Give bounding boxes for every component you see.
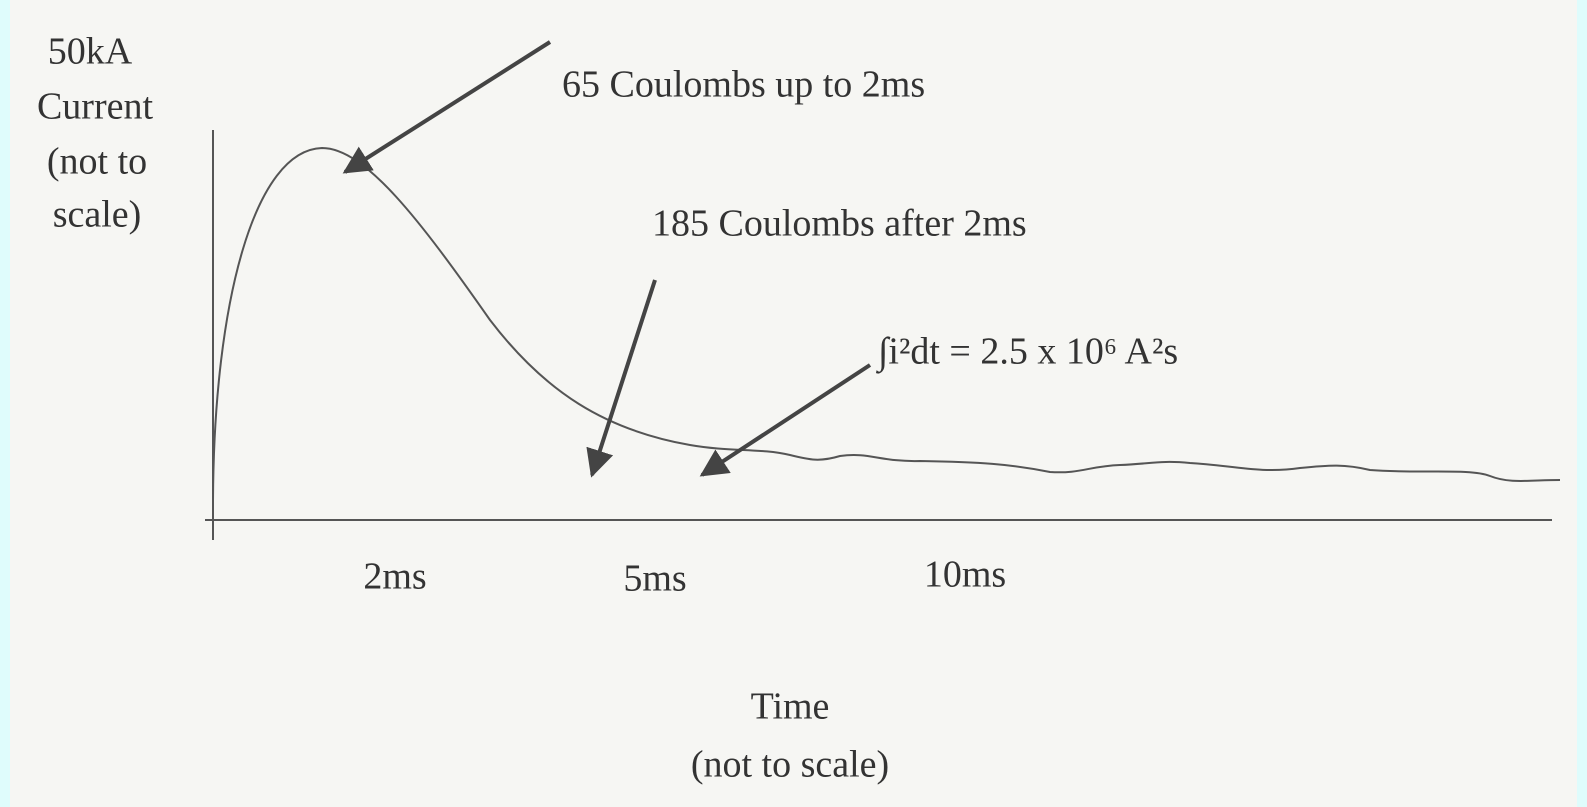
arrow [586, 279, 657, 478]
x-axis-title: (not to scale) [691, 744, 889, 786]
y-axis-label: (not to [47, 141, 147, 183]
current-waveform [212, 146, 1561, 501]
x-tick-label: 2ms [363, 556, 426, 598]
arrow [699, 363, 872, 477]
x-axis-title: Time [751, 686, 830, 728]
annotation: ∫i²dt = 2.5 x 10⁶ A²s [876, 331, 1178, 375]
x-tick-label: 5ms [623, 558, 686, 600]
paper [10, 0, 1577, 807]
y-axis-label: Current [37, 86, 154, 128]
y-axis-label: 50kA [48, 31, 133, 73]
annotation: 185 Coulombs after 2ms [652, 203, 1027, 245]
arrow [342, 40, 552, 174]
y-axis-label: scale) [53, 194, 142, 236]
x-tick-label: 10ms [924, 554, 1006, 596]
annotation: 65 Coulombs up to 2ms [562, 64, 925, 106]
